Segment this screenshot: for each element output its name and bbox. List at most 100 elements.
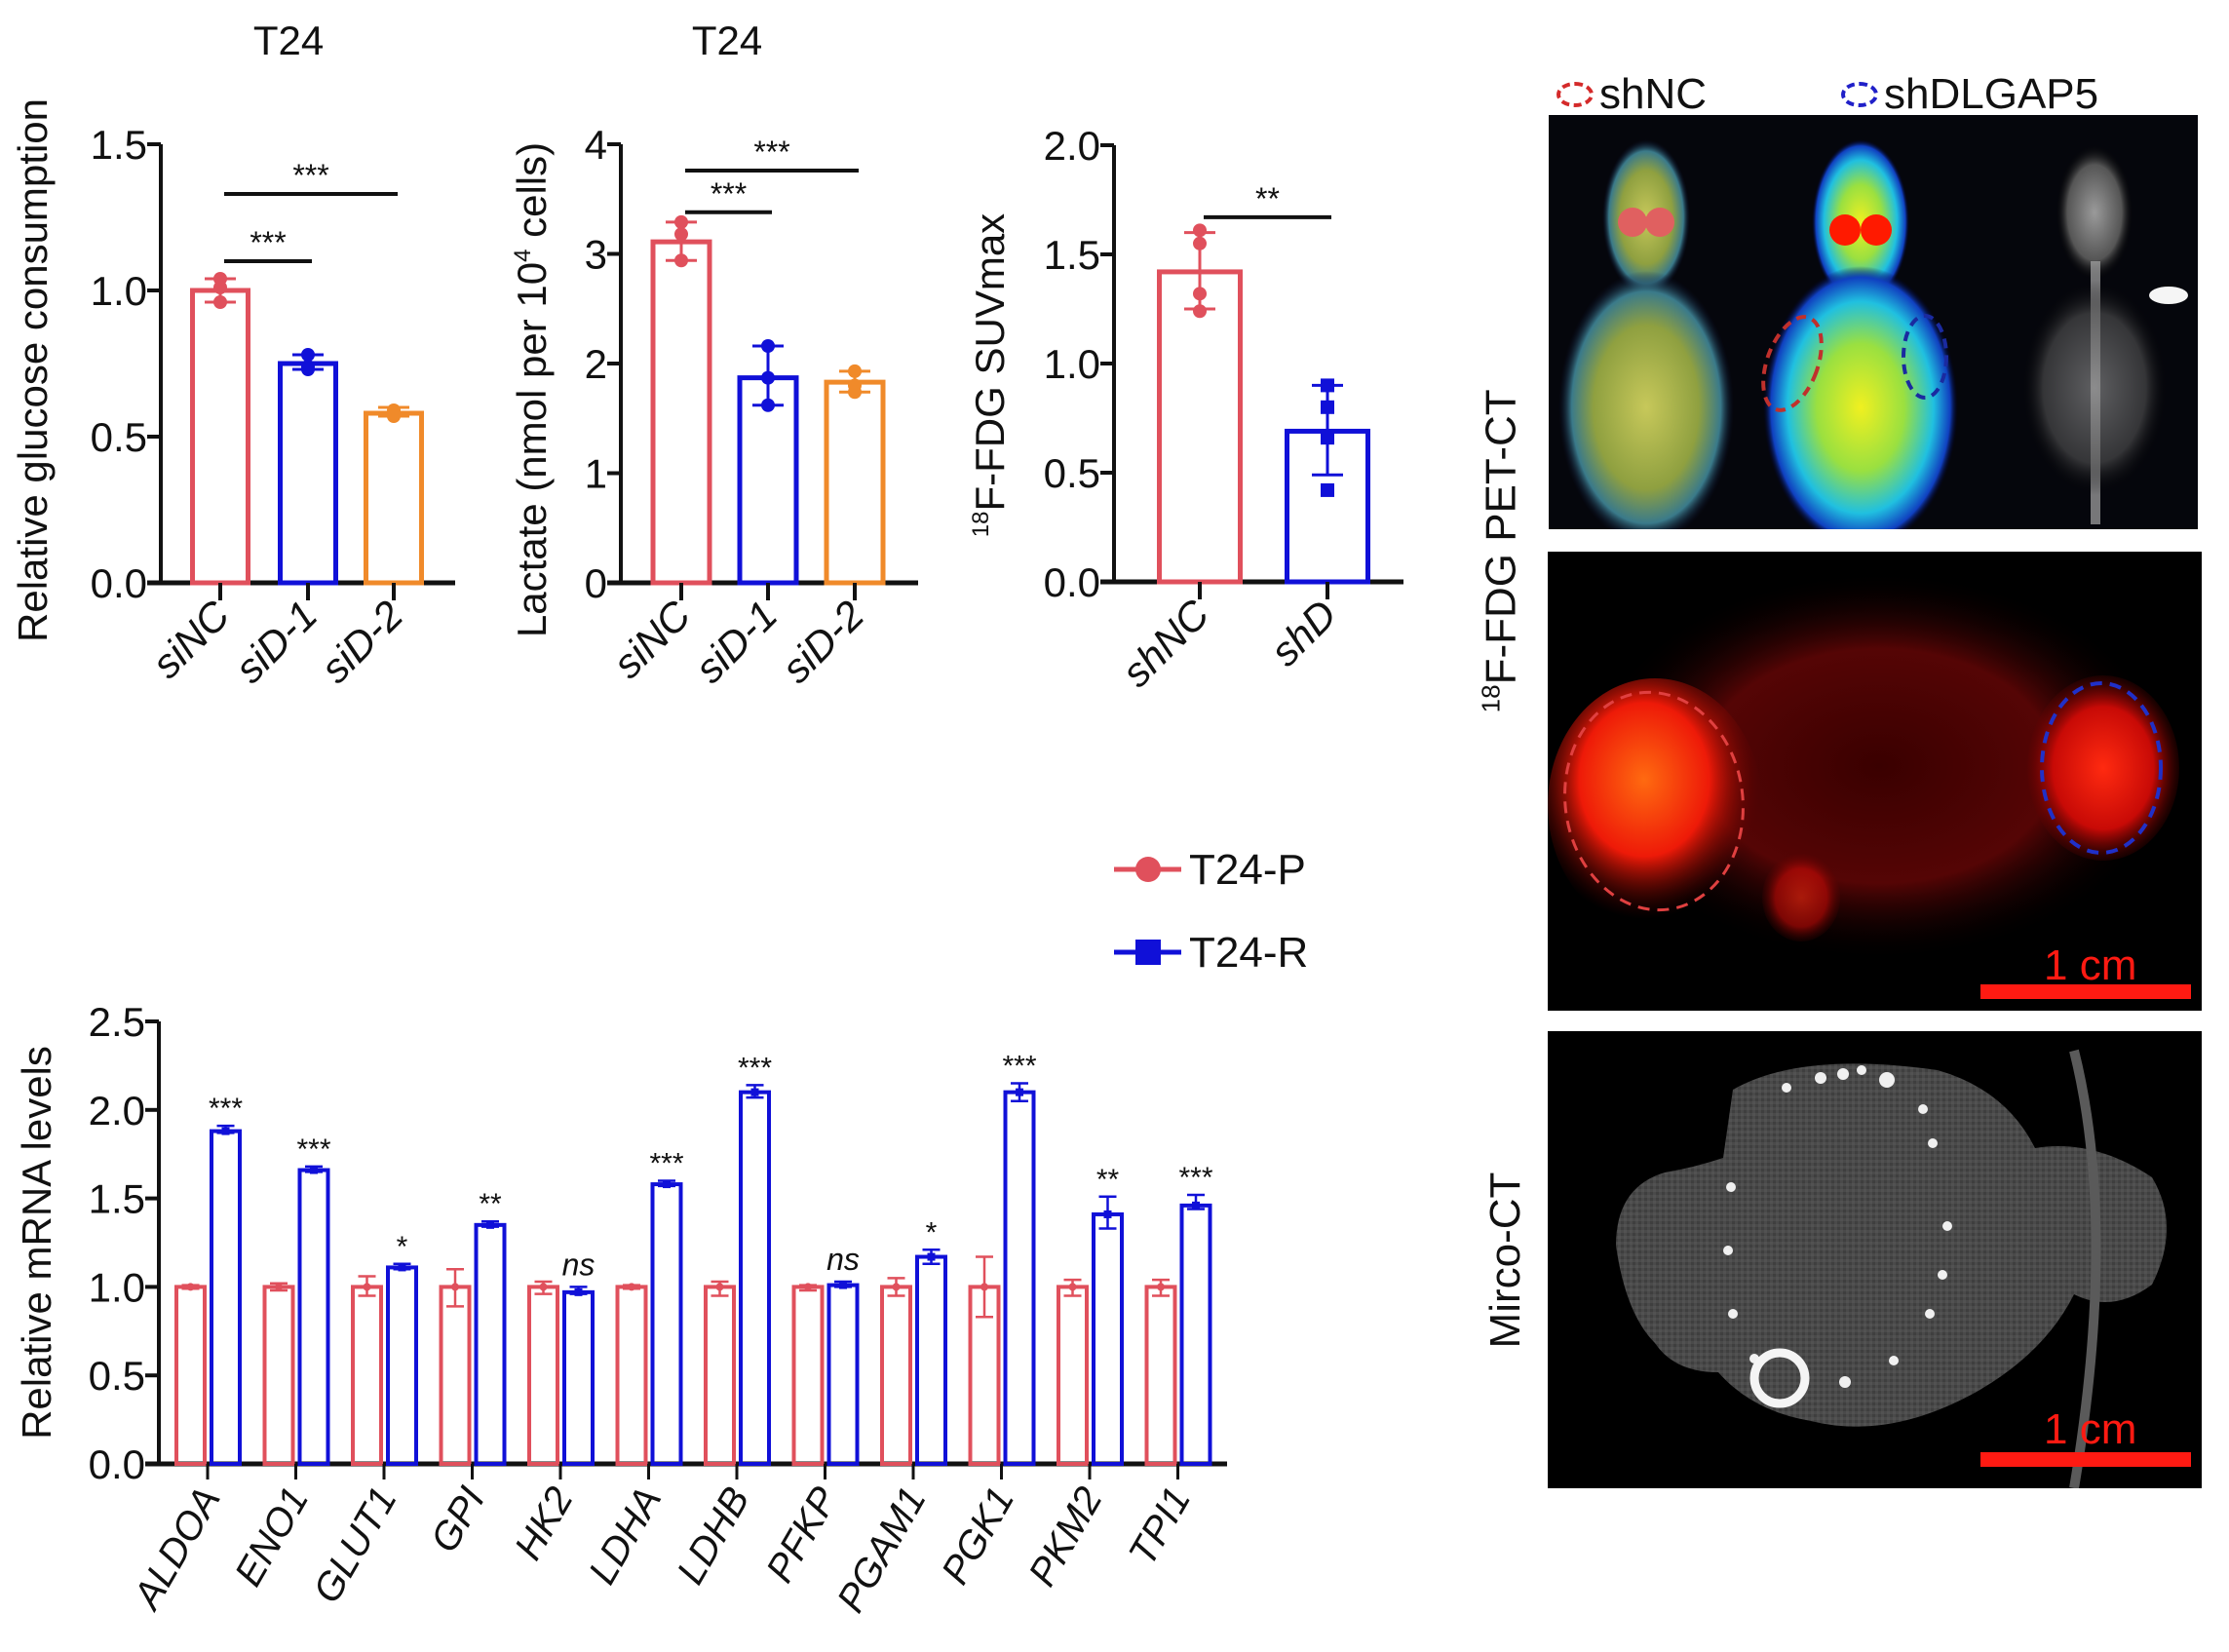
glucose-chart: 0.0 0.5 1.0 1.5 T24 Relative glucose consumpt… xyxy=(10,18,455,692)
data-point xyxy=(1193,236,1207,250)
y-tick-label: 3 xyxy=(585,232,607,278)
legend-shnc-label: shNC xyxy=(1599,70,1708,118)
data-point xyxy=(1193,304,1207,319)
significance-label: ns xyxy=(562,1247,596,1282)
data-point xyxy=(663,1180,671,1189)
significance-label: ** xyxy=(479,1188,502,1220)
x-tick-label: GLUT1 xyxy=(305,1480,405,1611)
data-point xyxy=(761,370,775,385)
data-point xyxy=(1321,431,1334,445)
data-point xyxy=(1068,1283,1077,1291)
x-tick-label: PKM2 xyxy=(1020,1480,1111,1594)
x-tick-label: PFKP xyxy=(758,1479,847,1590)
significance-label: *** xyxy=(649,1147,683,1179)
significance-label: *** xyxy=(1002,1051,1036,1083)
x-tick-label: siD-1 xyxy=(226,592,327,692)
data-point xyxy=(761,339,775,353)
data-point xyxy=(1321,482,1334,497)
bar xyxy=(210,1129,242,1467)
data-point xyxy=(750,1088,759,1096)
micro-ct-row-label: Mirco-CT xyxy=(1481,1172,1529,1349)
data-point xyxy=(1193,223,1207,238)
y-tick-label: 1.5 xyxy=(89,1176,145,1222)
y-tick-label: 1.0 xyxy=(1044,341,1100,387)
y-tick-label: 0.5 xyxy=(1044,450,1100,496)
data-point xyxy=(839,1281,847,1289)
bar xyxy=(824,379,886,586)
bar xyxy=(826,1283,860,1466)
y-tick-label: 1.0 xyxy=(91,268,147,314)
y-axis-label: 18F-FDG SUVmax xyxy=(967,213,1013,537)
data-point xyxy=(213,281,227,294)
significance-label: *** xyxy=(209,1093,243,1125)
pet-ct-whole-body-image xyxy=(1549,115,2198,529)
micro-ct-axial-image xyxy=(1548,1031,2202,1488)
bar xyxy=(278,361,338,586)
bar xyxy=(174,1285,207,1467)
data-point xyxy=(451,1283,459,1291)
significance-label: ** xyxy=(1096,1164,1120,1196)
ct-scale-bar xyxy=(1980,1452,2191,1467)
x-tick-label: GPI xyxy=(423,1480,494,1560)
bar xyxy=(650,1182,683,1467)
data-point xyxy=(804,1283,812,1291)
legend-label: T24-R xyxy=(1189,929,1308,977)
significance-label: *** xyxy=(753,134,789,170)
data-point xyxy=(761,398,775,412)
data-point xyxy=(398,1263,406,1272)
significance-label: ** xyxy=(1255,181,1280,216)
data-point xyxy=(221,1127,230,1135)
y-tick-label: 1.5 xyxy=(1044,232,1100,278)
data-point xyxy=(674,227,688,242)
data-point xyxy=(980,1283,988,1291)
data-point xyxy=(892,1283,901,1291)
significance-label: ns xyxy=(826,1242,860,1277)
bar xyxy=(1003,1090,1036,1466)
y-tick-label: 4 xyxy=(585,122,607,168)
data-point xyxy=(1193,287,1207,301)
y-tick-label: 0.0 xyxy=(1044,559,1100,605)
significance-label: *** xyxy=(296,1133,330,1166)
x-tick-label: ENO1 xyxy=(227,1480,318,1594)
suvmax-chart: 0.0 0.5 1.0 1.5 2.0 18F-FDG SUVmax shNC shD ** xyxy=(967,123,1403,696)
bar xyxy=(1157,269,1243,585)
mrna-legend: T24-P T24-R xyxy=(1114,846,1308,977)
legend-square-marker xyxy=(1135,940,1161,965)
data-point xyxy=(213,295,227,309)
legend-label: T24-P xyxy=(1189,846,1306,894)
red-dashed-circle-icon xyxy=(1556,82,1594,107)
bar xyxy=(915,1254,947,1466)
x-tick-label: LDHA xyxy=(581,1480,670,1592)
significance-label: * xyxy=(397,1231,408,1263)
y-tick-label: 2.5 xyxy=(89,999,145,1045)
x-tick-label: siNC xyxy=(604,592,700,687)
ct-scale-bar-label: 1 cm xyxy=(2044,1405,2137,1453)
blue-dashed-circle-icon xyxy=(1841,82,1878,107)
bar xyxy=(791,1285,825,1467)
y-axis-label: Lactate (nmol per 104 cells) xyxy=(509,142,555,637)
legend-shnc: shNC xyxy=(1556,70,1707,119)
x-tick-label: ALDOA xyxy=(125,1480,229,1618)
y-tick-label: 0.0 xyxy=(91,560,147,606)
x-tick-label: LDHB xyxy=(669,1480,757,1592)
data-point xyxy=(1321,378,1334,393)
bar xyxy=(262,1285,295,1467)
bar xyxy=(474,1222,507,1466)
y-tick-label: 0.5 xyxy=(89,1353,145,1399)
mrna-chart: 0.0 0.5 1.0 1.5 2.0 2.5 Relative mRNA levels AL… xyxy=(14,999,1227,1620)
y-tick-label: 2 xyxy=(585,341,607,387)
lactate-chart: 0 1 2 3 4 T24 Lactate (nmol per 104 cells) siNC… xyxy=(509,18,918,692)
data-point xyxy=(1157,1283,1165,1291)
pet-ct-row-label: 18F-FDG PET-CT xyxy=(1477,346,1526,755)
y-tick-label: 1.0 xyxy=(89,1264,145,1310)
data-point xyxy=(1321,400,1334,414)
chart-title: T24 xyxy=(253,18,324,63)
significance-label: *** xyxy=(738,1052,772,1084)
y-axis-label: Relative glucose consumption xyxy=(10,98,56,642)
bar xyxy=(297,1168,330,1466)
bar xyxy=(562,1289,595,1467)
bar xyxy=(1092,1211,1124,1466)
x-tick-label: PGK1 xyxy=(934,1480,1022,1592)
bar xyxy=(1144,1285,1177,1467)
